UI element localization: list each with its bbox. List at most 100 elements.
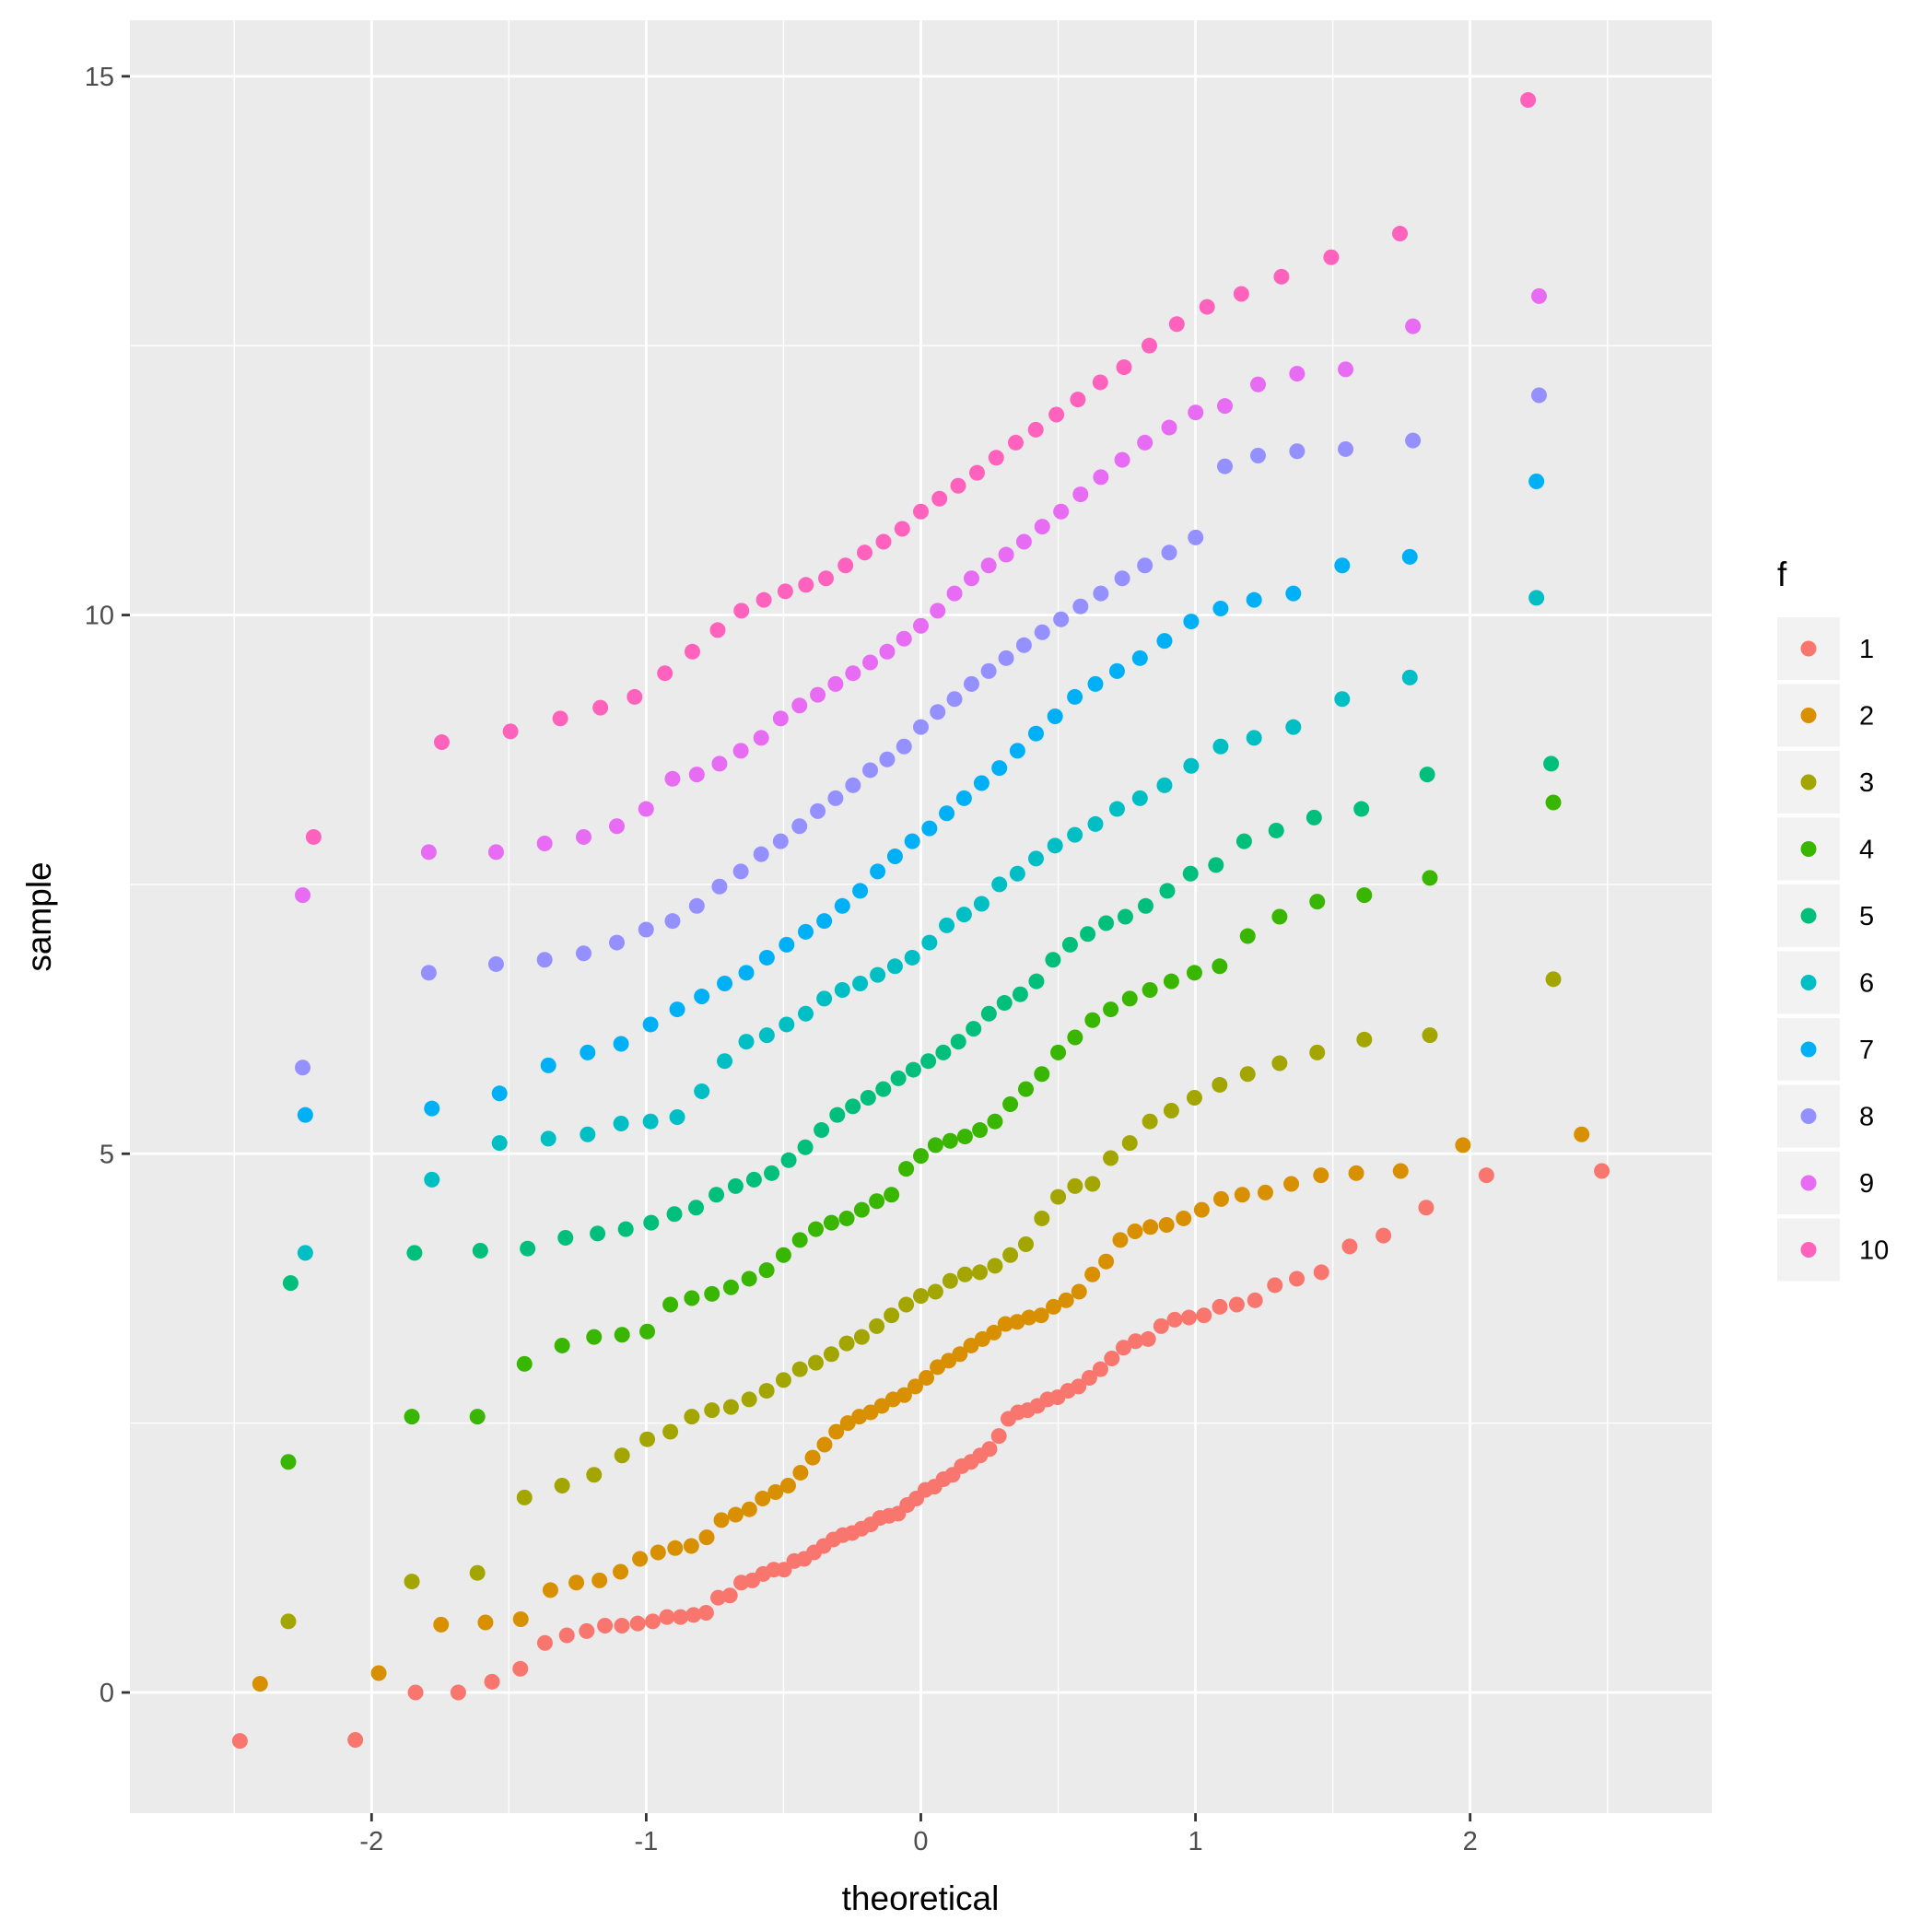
x-tick-label: 0 <box>913 1827 928 1856</box>
data-point-series-7 <box>904 833 920 849</box>
data-point-series-1 <box>710 1589 727 1606</box>
data-point-series-7 <box>1212 601 1229 617</box>
data-point-series-10 <box>1048 406 1065 423</box>
data-point-series-9 <box>1188 404 1204 421</box>
data-point-series-4 <box>614 1327 630 1343</box>
data-point-series-10 <box>969 464 986 481</box>
data-point-series-2 <box>767 1483 784 1500</box>
data-point-series-8 <box>946 691 963 708</box>
data-point-series-3 <box>1545 971 1562 988</box>
data-point-series-6 <box>642 1113 659 1130</box>
data-point-series-7 <box>1285 585 1302 602</box>
data-point-series-7 <box>779 936 795 953</box>
data-point-series-10 <box>305 828 322 845</box>
data-point-series-1 <box>1228 1296 1245 1313</box>
data-point-series-6 <box>1009 865 1025 882</box>
data-point-series-9 <box>946 585 963 602</box>
data-point-series-10 <box>1027 421 1044 438</box>
data-point-series-2 <box>591 1572 608 1588</box>
data-point-series-9 <box>879 643 896 660</box>
data-point-series-3 <box>838 1335 855 1352</box>
data-point-series-2 <box>1193 1201 1210 1218</box>
legend-key-point <box>1800 1041 1817 1058</box>
data-point-series-9 <box>711 755 728 772</box>
data-point-series-4 <box>1142 982 1158 999</box>
data-point-series-9 <box>487 844 504 861</box>
data-point-series-8 <box>732 863 749 880</box>
data-point-series-2 <box>997 1316 1013 1332</box>
data-point-series-3 <box>1309 1044 1326 1060</box>
data-point-series-1 <box>1289 1270 1306 1287</box>
data-point-series-6 <box>1334 691 1351 708</box>
legend-key-point <box>1800 841 1817 857</box>
data-point-series-2 <box>1212 1190 1229 1207</box>
data-point-series-2 <box>1158 1216 1175 1233</box>
data-point-series-3 <box>1121 1135 1138 1152</box>
data-point-series-7 <box>1047 708 1063 724</box>
data-point-series-4 <box>791 1232 808 1248</box>
data-point-series-3 <box>1002 1247 1019 1263</box>
data-point-series-1 <box>579 1622 595 1639</box>
data-point-series-10 <box>1116 359 1132 376</box>
data-point-series-8 <box>930 704 946 720</box>
data-point-series-3 <box>404 1574 420 1590</box>
data-point-series-2 <box>1455 1137 1471 1153</box>
data-point-series-2 <box>713 1512 730 1528</box>
data-point-series-9 <box>827 675 844 692</box>
data-point-series-4 <box>1067 1029 1083 1046</box>
data-point-series-7 <box>973 775 989 791</box>
data-point-series-3 <box>898 1296 915 1313</box>
data-point-series-1 <box>981 1441 998 1458</box>
data-point-series-1 <box>1140 1330 1156 1347</box>
data-point-series-6 <box>1246 730 1262 746</box>
data-point-series-6 <box>580 1126 596 1142</box>
data-point-series-5 <box>905 1061 921 1078</box>
data-point-series-7 <box>1087 675 1104 692</box>
data-point-series-3 <box>913 1288 929 1305</box>
data-point-series-3 <box>823 1346 839 1363</box>
data-point-series-8 <box>1161 544 1177 561</box>
data-point-series-1 <box>614 1618 630 1634</box>
data-point-series-7 <box>1246 591 1262 608</box>
data-point-series-5 <box>996 995 1013 1012</box>
data-point-series-10 <box>894 521 910 537</box>
data-point-series-9 <box>1015 533 1032 550</box>
data-point-series-4 <box>1034 1066 1050 1083</box>
data-point-series-4 <box>1084 1012 1101 1028</box>
data-point-series-6 <box>1156 777 1173 793</box>
data-point-series-4 <box>639 1323 656 1340</box>
data-point-series-10 <box>1323 249 1340 265</box>
data-point-series-10 <box>1273 268 1290 285</box>
data-point-series-1 <box>597 1618 614 1634</box>
x-tick-label: -1 <box>635 1827 659 1856</box>
data-point-series-8 <box>1034 624 1050 640</box>
data-point-series-2 <box>1257 1184 1273 1200</box>
data-point-series-1 <box>644 1613 661 1630</box>
data-point-series-7 <box>886 849 903 865</box>
data-point-series-4 <box>927 1137 943 1153</box>
data-point-series-4 <box>853 1201 870 1218</box>
data-point-series-1 <box>1071 1378 1087 1395</box>
data-point-series-5 <box>643 1214 660 1231</box>
data-point-series-2 <box>896 1387 912 1403</box>
y-axis-title: sample <box>20 861 58 971</box>
data-point-series-2 <box>963 1337 979 1353</box>
x-tick-label: -2 <box>359 1827 383 1856</box>
data-point-series-5 <box>1045 952 1061 968</box>
data-point-series-2 <box>919 1370 935 1387</box>
data-point-series-2 <box>1009 1314 1025 1330</box>
data-point-series-4 <box>516 1355 533 1372</box>
data-point-series-2 <box>613 1563 629 1580</box>
data-point-series-9 <box>896 630 912 647</box>
data-point-series-2 <box>816 1436 833 1453</box>
data-point-series-5 <box>1182 865 1199 882</box>
data-point-series-4 <box>1356 887 1373 904</box>
data-point-series-7 <box>642 1016 659 1033</box>
data-point-series-2 <box>252 1676 268 1692</box>
data-point-series-2 <box>1142 1219 1159 1235</box>
data-point-series-10 <box>502 723 519 740</box>
data-point-series-10 <box>755 591 772 608</box>
data-point-series-7 <box>1156 633 1173 650</box>
data-point-series-5 <box>666 1206 683 1223</box>
data-point-series-2 <box>1176 1210 1192 1226</box>
